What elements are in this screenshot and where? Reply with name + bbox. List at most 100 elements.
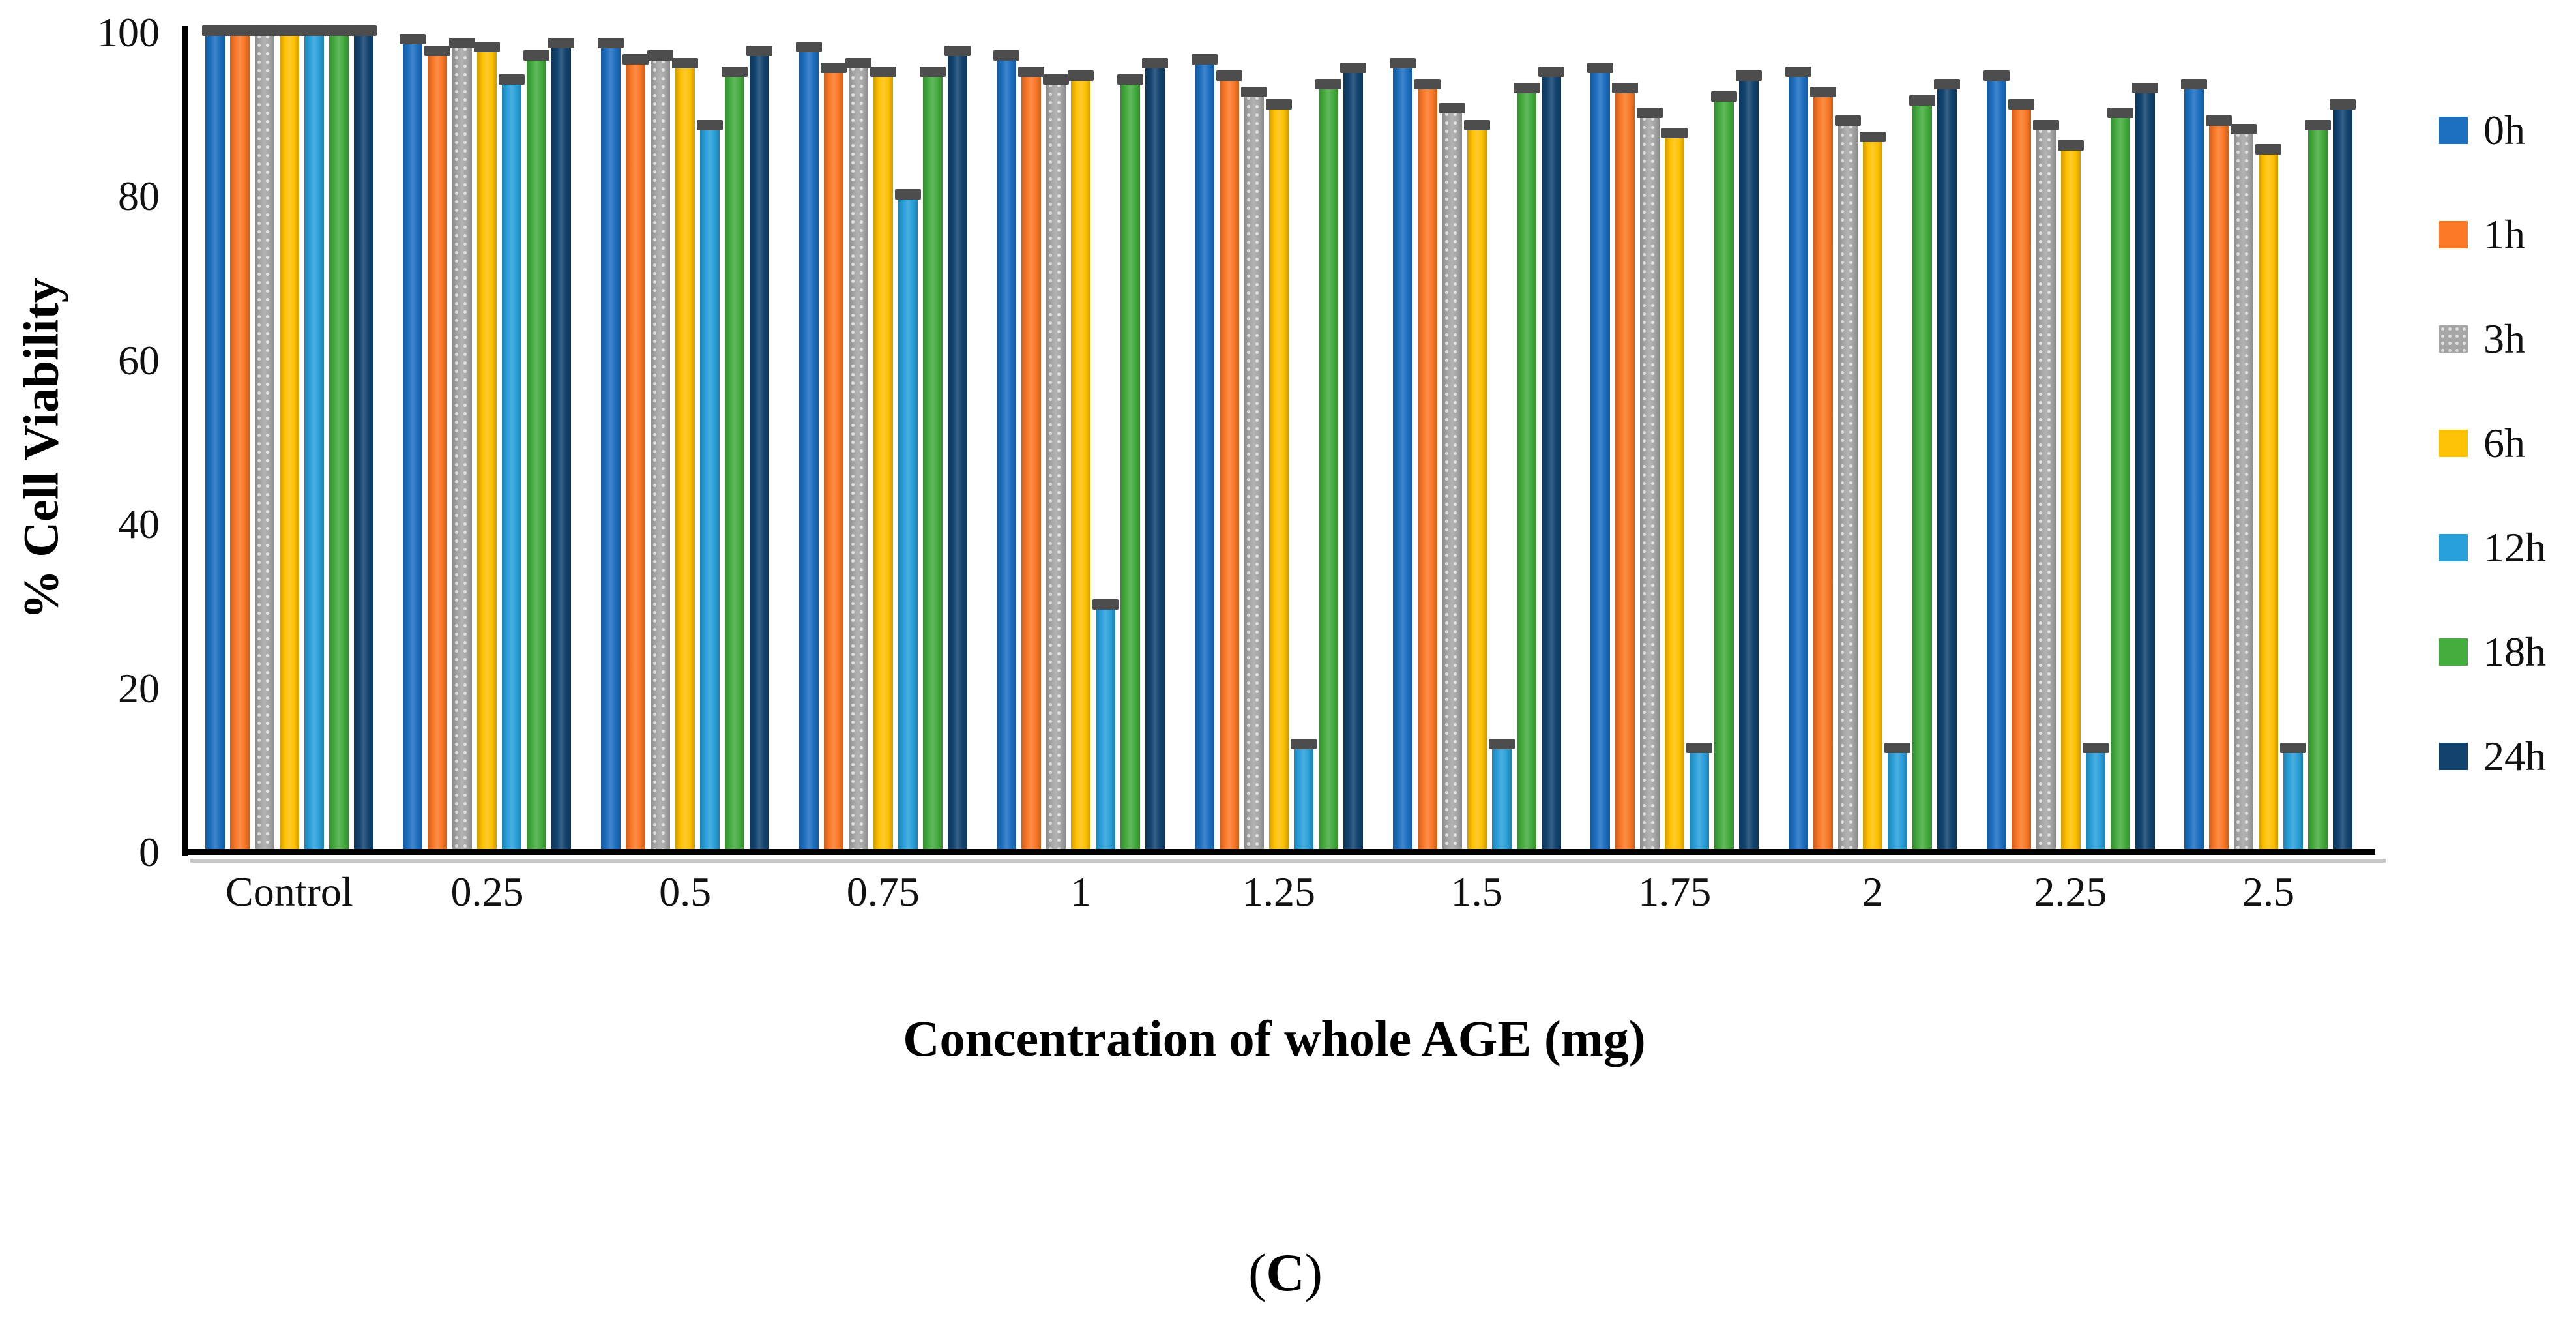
error-bar-cap: [944, 46, 971, 57]
bar-0h-2: [1785, 66, 1811, 852]
bar-12h-control: [300, 25, 327, 852]
bar-3h-0.25: [449, 37, 476, 852]
bar-group-1.5: [1378, 33, 1576, 852]
error-bar-cap: [523, 50, 550, 61]
error-bar-cap: [2330, 99, 2356, 110]
bar-3h-2: [1834, 115, 1861, 852]
bar-1h-1.25: [1216, 70, 1243, 852]
error-bar-cap: [424, 46, 451, 57]
error-bar-cap: [1092, 599, 1119, 610]
legend-label-6h: 6h: [2483, 420, 2525, 466]
error-bar-cap: [1809, 87, 1836, 98]
error-bar-cap: [1291, 738, 1317, 749]
bar-24h-1.5: [1538, 66, 1564, 852]
x-axis-shadow: [190, 859, 2386, 863]
error-bar-cap: [2255, 144, 2282, 155]
error-bar-cap: [1488, 738, 1515, 749]
legend-swatch-1h: [2439, 221, 2468, 248]
bar-1h-control: [226, 25, 253, 852]
error-bar-cap: [1216, 70, 1243, 82]
bar-0h-0.75: [795, 42, 822, 852]
bar-group-0.75: [784, 33, 982, 852]
x-axis-title: Concentration of whole AGE (mg): [903, 1010, 1646, 1067]
x-tick-label-0.25: 0.25: [450, 869, 524, 915]
error-bar-cap: [672, 58, 699, 69]
legend-entry-1h: 1h: [2439, 214, 2546, 256]
bar-24h-0.5: [746, 46, 773, 852]
x-tick-label-1: 1: [1070, 869, 1092, 915]
bar-18h-1: [1117, 74, 1144, 852]
error-bar-cap: [1538, 66, 1564, 77]
bar-18h-2.25: [2107, 107, 2133, 852]
bar-0h-1: [993, 50, 1020, 852]
y-tick-label: 0: [139, 829, 160, 875]
error-bar-cap: [2280, 742, 2307, 753]
bar-18h-1.5: [1513, 83, 1540, 852]
x-tick-label-0.75: 0.75: [846, 869, 920, 915]
error-bar-cap: [2107, 107, 2133, 118]
bar-3h-control: [251, 25, 278, 852]
error-bar-cap: [400, 33, 426, 44]
bar-3h-1: [1043, 74, 1070, 852]
bar-3h-1.75: [1637, 107, 1663, 852]
bar-group-2.25: [1972, 33, 2170, 852]
caption-close-paren: ): [1304, 1243, 1323, 1302]
bar-18h-control: [325, 25, 352, 852]
bar-18h-0.5: [722, 66, 748, 852]
error-bar-cap: [499, 74, 525, 85]
legend-entry-3h: 3h: [2439, 318, 2546, 360]
bar-6h-0.5: [672, 58, 699, 852]
error-bar-cap: [1909, 95, 1935, 106]
error-bar-cap: [1340, 62, 1367, 73]
bar-1h-2: [1809, 87, 1836, 852]
bar-1h-1.75: [1612, 83, 1639, 852]
error-bar-cap: [2231, 123, 2257, 134]
error-bar-cap: [2057, 140, 2084, 151]
error-bar-cap: [2181, 78, 2208, 89]
error-bar-cap: [2082, 742, 2109, 753]
legend-label-1h: 1h: [2483, 211, 2525, 258]
x-axis-line: [182, 849, 2375, 855]
error-bar-cap: [647, 50, 674, 61]
error-bar-cap: [1018, 66, 1045, 77]
error-bar-cap: [2032, 119, 2059, 130]
bar-3h-2.5: [2231, 123, 2257, 852]
bar-12h-1.5: [1488, 738, 1515, 852]
plot-area: [190, 25, 2367, 852]
error-bar-cap: [1637, 107, 1663, 118]
bar-0h-0.25: [400, 33, 426, 852]
caption-open-paren: (: [1248, 1243, 1266, 1302]
legend-label-0h: 0h: [2483, 107, 2525, 153]
legend-swatch-12h: [2439, 534, 2468, 561]
error-bar-cap: [1933, 78, 1960, 89]
error-bar-cap: [1859, 132, 1886, 143]
x-tick-label-0.5: 0.5: [659, 869, 712, 915]
error-bar-cap: [870, 66, 896, 77]
bar-1h-0.25: [424, 46, 451, 852]
legend-label-18h: 18h: [2483, 629, 2546, 675]
bar-18h-2.5: [2305, 119, 2332, 852]
bar-group-1: [982, 33, 1180, 852]
bar-0h-control: [201, 25, 228, 852]
error-bar-cap: [2131, 83, 2158, 93]
bar-group-1.25: [1180, 33, 1378, 852]
error-bar-cap: [1241, 87, 1268, 98]
bar-24h-1.75: [1736, 70, 1763, 852]
bar-6h-1.5: [1463, 119, 1490, 852]
error-bar-cap: [1266, 99, 1293, 110]
bar-0h-1.25: [1192, 54, 1218, 852]
bar-24h-2.25: [2131, 83, 2158, 852]
legend-entry-6h: 6h: [2439, 423, 2546, 464]
error-bar-cap: [350, 25, 377, 36]
bar-18h-1.75: [1711, 91, 1738, 852]
bar-1h-0.75: [820, 62, 847, 852]
bar-0h-0.5: [598, 37, 624, 852]
error-bar-cap: [1463, 119, 1490, 130]
bar-group-0.25: [388, 33, 587, 852]
error-bar-cap: [894, 189, 921, 200]
error-bar-cap: [1711, 91, 1738, 102]
bar-24h-0.75: [944, 46, 971, 852]
bar-12h-0.75: [894, 189, 921, 852]
legend-swatch-6h: [2439, 430, 2468, 457]
